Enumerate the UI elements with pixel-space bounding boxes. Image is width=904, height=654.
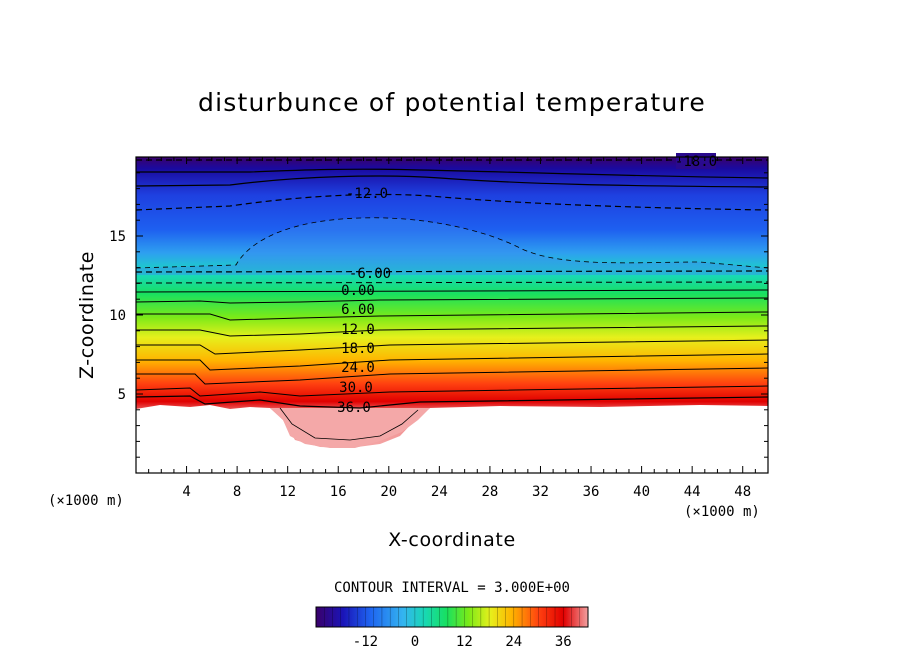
x-tick-label: 20	[380, 484, 397, 500]
x-axis-unit: (×1000 m)	[684, 504, 760, 520]
contour-label: -12.0	[346, 186, 388, 202]
contour-label: -6.00	[349, 266, 391, 282]
x-tick-label: 28	[481, 484, 498, 500]
colorbar-tick-label: -12	[353, 634, 378, 650]
contour-line	[136, 325, 768, 337]
contour-line	[136, 289, 768, 293]
contour-line	[136, 395, 768, 409]
contour-line	[136, 353, 768, 371]
x-tick-label: 16	[330, 484, 347, 500]
x-tick-label: 24	[431, 484, 448, 500]
y-axis-label: Z-coordinate	[76, 251, 98, 379]
contour-interval-text: CONTOUR INTERVAL = 3.000E+00	[334, 580, 570, 596]
contour-line	[136, 367, 768, 385]
contour-line	[136, 193, 768, 211]
contour-line	[136, 339, 768, 355]
contour-labels: -18.0 -12.0 -6.00 0.00 6.00 12.0 18.0 24…	[337, 153, 717, 416]
contour-line	[136, 281, 768, 284]
contour-line	[136, 297, 768, 304]
filled-contours	[136, 157, 768, 448]
y-tick-label: 5	[118, 387, 126, 403]
x-tick-label: 32	[532, 484, 549, 500]
x-tick-label: 48	[734, 484, 751, 500]
contour-label: 6.00	[341, 302, 375, 318]
chart-title: disturbunce of potential temperature	[198, 88, 706, 117]
contour-line	[136, 270, 768, 273]
contour-label: 30.0	[339, 380, 373, 396]
colorbar-segments	[315, 607, 589, 627]
field-fill	[136, 157, 768, 448]
x-axis-label: X-coordinate	[388, 529, 515, 551]
x-tick-label: 36	[583, 484, 600, 500]
colorbar-gradient	[316, 607, 588, 627]
contour-label: 12.0	[341, 322, 375, 338]
x-tick-label: 8	[233, 484, 241, 500]
colorbar-frame	[315, 606, 589, 628]
x-tick-label: 4	[182, 484, 190, 500]
contour-label: 18.0	[341, 341, 375, 357]
x-tick-label: 12	[279, 484, 296, 500]
y-axis-ticks: 5 10 15	[109, 156, 768, 474]
field-bubble	[270, 408, 430, 448]
colorbar-tick-label: 12	[456, 634, 473, 650]
contour-line	[136, 168, 768, 179]
contour-label: 24.0	[341, 360, 375, 376]
plot-area: -18.0 -12.0 -6.00 0.00 6.00 12.0 18.0 24…	[109, 153, 769, 500]
x-axis-ticks: 4 8 12 16 20 24 28 32 36 40 44 48	[135, 157, 769, 500]
contour-line	[136, 311, 768, 321]
contour-line	[279, 407, 419, 441]
contour-line	[136, 175, 768, 188]
x-tick-label: 44	[684, 484, 701, 500]
colorbar-ticks: -12 0 12 24 36	[353, 634, 572, 650]
contour-label: 36.0	[337, 400, 371, 416]
contour-line	[136, 385, 768, 397]
contour-label: 0.00	[341, 283, 375, 299]
colorbar-tick-label: 36	[555, 634, 572, 650]
colorbar-tick-label: 0	[411, 634, 419, 650]
colorbar: -12 0 12 24 36	[315, 606, 589, 650]
x-tick-label: 40	[633, 484, 650, 500]
y-axis-unit: (×1000 m)	[48, 493, 124, 509]
y-tick-label: 10	[109, 308, 126, 324]
y-tick-label: 15	[109, 229, 126, 245]
blue-anomaly	[136, 217, 768, 275]
contour-label: -18.0	[675, 154, 717, 170]
colorbar-tick-label: 24	[505, 634, 522, 650]
